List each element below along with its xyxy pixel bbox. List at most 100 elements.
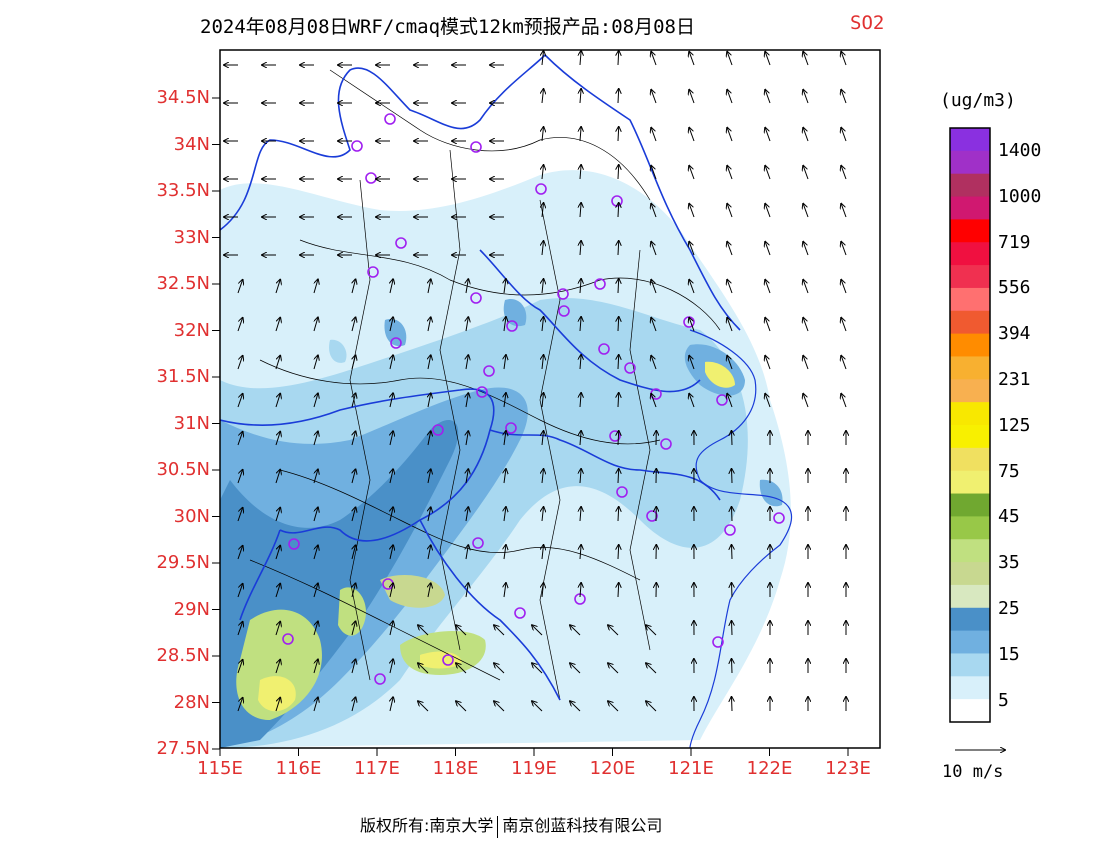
city-marker — [594, 278, 606, 290]
wind-arrow — [428, 507, 431, 522]
wind-arrow — [651, 318, 657, 332]
wind-arrow — [580, 51, 581, 66]
lon-tick-label: 115E — [197, 758, 243, 779]
colorbar-label: 1000 — [998, 185, 1042, 207]
lon-tick-label: 119E — [511, 758, 557, 779]
wind-arrow — [618, 51, 619, 66]
colorbar-label: 556 — [998, 277, 1031, 299]
wind-arrow — [727, 90, 733, 104]
lat-tick-label: 34.5N — [156, 87, 210, 108]
colorbar-label: 75 — [998, 460, 1020, 482]
wind-arrow — [732, 583, 733, 598]
wind-arrow — [580, 583, 581, 598]
wind-arrow — [765, 204, 771, 218]
city-marker — [384, 113, 396, 125]
wind-arrow — [390, 507, 393, 522]
city-marker — [476, 386, 488, 398]
wind-arrow — [428, 469, 431, 484]
wind-arrow — [727, 204, 733, 218]
wind-arrow — [352, 659, 356, 674]
city-marker — [616, 486, 628, 498]
city-marker — [716, 394, 728, 406]
wind-arrow — [618, 89, 619, 104]
wind-arrow — [418, 701, 429, 712]
wind-arrow — [275, 432, 280, 446]
wind-arrow — [542, 355, 544, 370]
wind-arrow — [466, 393, 468, 408]
wind-arrow — [765, 280, 771, 294]
wind-arrow — [765, 318, 771, 332]
wind-arrow — [418, 625, 429, 636]
lat-tick-label: 33.5N — [156, 180, 210, 201]
wind-arrow — [352, 697, 356, 712]
wind-arrow — [390, 317, 393, 332]
wind-arrow — [618, 583, 619, 598]
wind-arrow — [390, 431, 393, 446]
wind-arrow — [618, 355, 619, 370]
lon-tick-label: 122E — [746, 758, 793, 779]
city-marker — [506, 320, 518, 332]
wind-arrow — [390, 583, 393, 598]
wind-arrow — [313, 546, 318, 560]
wind-arrow — [570, 701, 581, 712]
colorbar-swatch — [950, 402, 990, 426]
wind-arrow — [504, 545, 506, 560]
wind-arrow — [390, 279, 393, 294]
wind-arrow — [580, 127, 581, 142]
lon-tick-label: 121E — [668, 758, 714, 779]
wind-arrow — [428, 355, 431, 370]
wind-arrow — [689, 280, 695, 294]
wind-arrow — [275, 584, 280, 598]
wind-arrow — [727, 52, 733, 66]
lon-tick-label: 120E — [589, 758, 636, 779]
lat-tick-label: 28N — [173, 691, 210, 713]
wind-arrow — [390, 393, 393, 408]
city-marker — [773, 512, 785, 524]
wind-arrow — [732, 659, 733, 674]
wind-arrow — [727, 318, 733, 332]
wind-arrow — [275, 508, 280, 522]
wind-arrow — [237, 546, 243, 560]
wind-arrow — [580, 203, 581, 218]
lat-tick-label: 32.5N — [156, 273, 210, 294]
wind-arrow — [689, 204, 695, 218]
city-marker — [282, 633, 294, 645]
wind-arrow — [352, 279, 356, 294]
colorbar-swatch — [950, 379, 990, 403]
wind-arrow — [313, 622, 318, 636]
wind-arrow — [275, 280, 280, 294]
lat-tick-label: 34N — [173, 133, 210, 155]
wind-arrow — [727, 128, 733, 142]
colorbar-swatch — [950, 173, 990, 198]
wind-arrow — [428, 545, 431, 560]
colorbar-swatch — [950, 447, 990, 472]
wind-arrow — [466, 507, 468, 522]
wind-arrow — [456, 663, 467, 674]
wind-arrow — [651, 128, 657, 142]
city-marker — [558, 305, 570, 317]
wind-arrow — [504, 393, 506, 408]
wind-arrow — [504, 355, 506, 370]
wind-arrow — [504, 279, 506, 294]
wind-arrow — [237, 470, 243, 484]
wind-arrow — [580, 165, 581, 180]
wind-arrow — [618, 279, 619, 294]
colorbar-label: 125 — [998, 414, 1031, 436]
wind-arrow — [646, 663, 657, 674]
wind-arrow — [542, 203, 544, 218]
wind-arrow — [542, 279, 544, 294]
wind-arrow — [580, 279, 581, 294]
wind-arrow — [689, 52, 695, 66]
city-marker — [374, 673, 386, 685]
wind-arrow — [532, 625, 543, 636]
wind-arrow — [237, 584, 243, 598]
wind-arrow — [352, 317, 356, 332]
wind-arrow — [608, 701, 619, 712]
colorbar-swatch — [950, 653, 990, 677]
wind-arrow — [428, 431, 431, 446]
lon-tick-label: 123E — [825, 758, 871, 779]
wind-arrow — [841, 90, 847, 104]
wind-arrow — [542, 127, 544, 142]
city-markers — [282, 113, 785, 685]
wind-arrow — [313, 432, 318, 446]
